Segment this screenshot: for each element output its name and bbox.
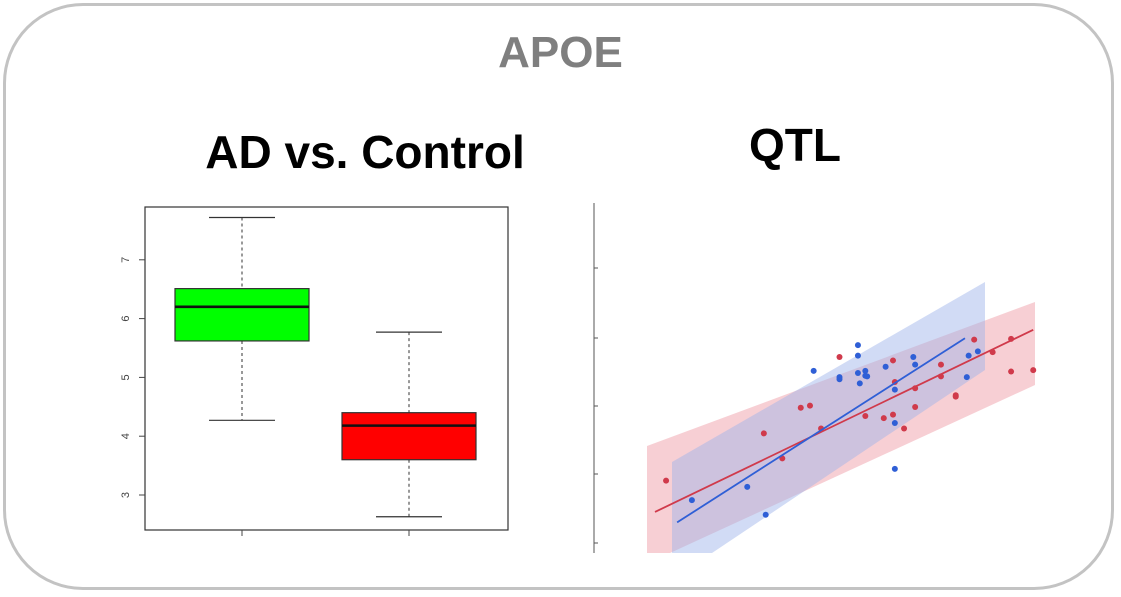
red-point [901, 425, 908, 432]
qtl-scatter [593, 203, 1037, 553]
red-point [797, 404, 804, 411]
blue-confidence-band [672, 282, 985, 553]
red-point [760, 430, 767, 437]
blue-fit-line [676, 337, 966, 524]
blue-point [836, 374, 843, 381]
red-point [937, 361, 944, 368]
red-point [1008, 368, 1015, 375]
blue-point [891, 465, 898, 472]
blue-point [854, 369, 861, 376]
y-tick-label: 4 [120, 433, 132, 439]
blue-point [891, 386, 898, 393]
red-fit-line [654, 329, 1034, 513]
y-tick-label: 3 [120, 492, 132, 498]
blue-point [744, 483, 751, 490]
blue-point [856, 380, 863, 387]
y-tick-label: 6 [120, 316, 132, 322]
blue-point [974, 348, 981, 355]
blue-point [965, 352, 972, 359]
blue-point [882, 363, 889, 370]
red-point [890, 411, 897, 418]
red-point [912, 385, 919, 392]
blue-point [864, 373, 871, 380]
boxplot-frame [144, 206, 509, 531]
red-point [989, 349, 996, 356]
red-point [862, 413, 869, 420]
red-point [880, 415, 887, 422]
red-point [890, 357, 897, 364]
qtl-title: QTL [749, 119, 841, 171]
box-group [341, 331, 477, 518]
red-point [1030, 367, 1037, 374]
red-point [836, 353, 843, 360]
red-point [663, 477, 670, 484]
blue-point [854, 352, 861, 359]
red-point [912, 404, 919, 411]
y-tick-label: 7 [120, 257, 132, 263]
boxplot-title: AD vs. Control [205, 126, 525, 178]
blue-point [891, 419, 898, 426]
box-group [174, 216, 310, 421]
blue-point [910, 353, 917, 360]
y-tick-label: 5 [120, 374, 132, 380]
blue-point [810, 367, 817, 374]
blue-point [854, 342, 861, 349]
red-point [971, 336, 978, 343]
red-point [952, 392, 959, 399]
blue-point [762, 511, 769, 518]
boxplot: 3 4 5 6 7 [120, 206, 509, 536]
red-point [806, 402, 813, 409]
blue-point [688, 497, 695, 504]
box [341, 412, 477, 461]
red-point [1008, 335, 1015, 342]
blue-point [963, 374, 970, 381]
box [174, 288, 310, 342]
blue-point [912, 361, 919, 368]
blue-point [862, 367, 869, 374]
figure-title: APOE [498, 28, 623, 77]
red-point [937, 373, 944, 380]
